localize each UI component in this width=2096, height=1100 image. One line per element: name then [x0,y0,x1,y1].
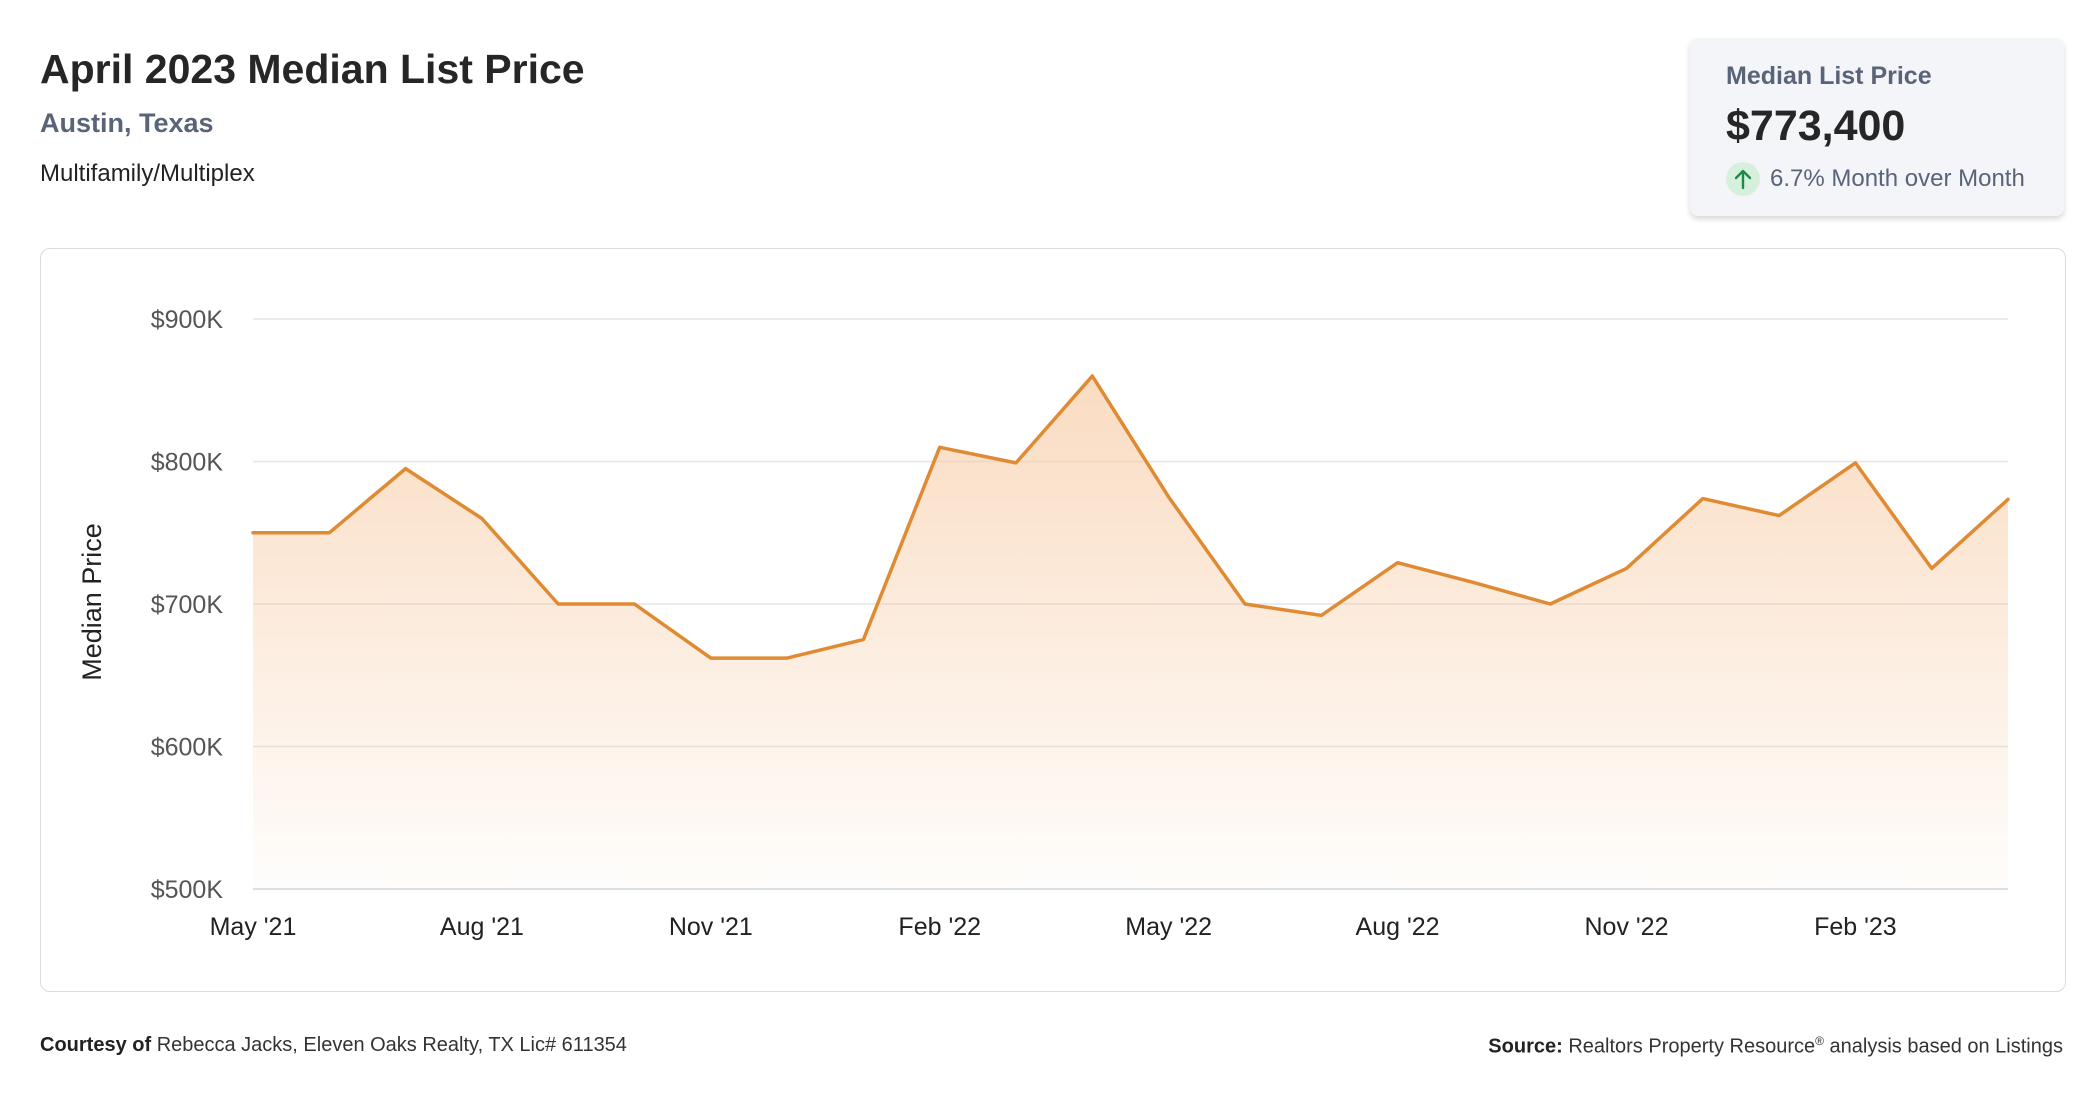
arrow-up-icon [1726,162,1760,196]
price-area-fill [253,376,2008,889]
summary-card-change: 6.7% Month over Month [1726,162,2025,196]
courtesy-footer: Courtesy of Rebecca Jacks, Eleven Oaks R… [40,1034,627,1057]
summary-card-value: $773,400 [1726,102,1906,150]
median-price-chart: $500K $600K $700K $800K $900K May '21 Aug '21… [77,306,2010,941]
courtesy-text: Rebecca Jacks, Eleven Oaks Realty, TX Li… [156,1034,627,1056]
x-tick-label: Aug '22 [1356,913,1440,941]
source-suffix: analysis based on Listings [1829,1035,2063,1058]
registered-mark: ® [1815,1034,1824,1048]
y-tick-label: $600K [151,734,224,762]
source-label: Source: [1488,1035,1563,1058]
x-tick-label: Feb '22 [898,913,981,941]
price-line [251,374,2010,660]
location-label: Austin, Texas [40,108,214,138]
source-text: Realtors Property Resource [1568,1035,1816,1058]
y-tick-label: $900K [151,306,224,334]
y-tick-label: $700K [151,591,224,619]
source-footer: Source: Realtors Property Resource® anal… [1488,1034,2063,1059]
change-text: 6.7% Month over Month [1770,165,2025,192]
summary-card-label: Median List Price [1726,62,1932,90]
x-tick-label: May '22 [1125,913,1212,941]
y-axis-label: Median Price [77,523,107,681]
x-tick-label: Aug '21 [440,913,524,941]
page-title: April 2023 Median List Price [40,46,585,92]
y-tick-label: $500K [151,876,224,904]
y-tick-label: $800K [151,449,224,477]
x-tick-label: May '21 [210,913,297,941]
x-tick-label: Nov '21 [669,913,753,941]
chart-panel: $500K $600K $700K $800K $900K May '21 Aug '21… [40,248,2066,992]
x-tick-label: Feb '23 [1814,913,1897,941]
property-type-label: Multifamily/Multiplex [40,160,255,187]
x-tick-label: Nov '22 [1584,913,1668,941]
summary-card: Median List Price $773,400 6.7% Month ov… [1690,38,2064,216]
courtesy-label: Courtesy of [40,1034,152,1056]
